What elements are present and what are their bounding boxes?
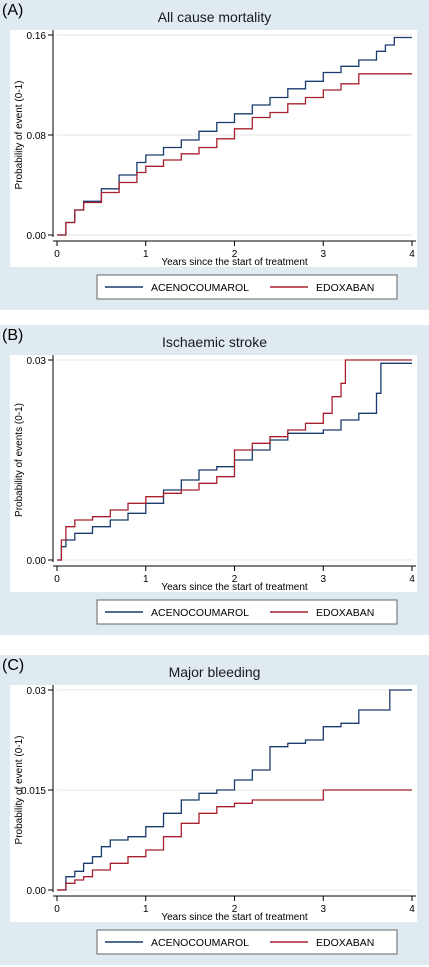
plot-background [10, 685, 417, 922]
legend-label: EDOXABAN [316, 282, 374, 294]
legend-box [96, 929, 398, 955]
x-tick-label: 1 [143, 574, 149, 585]
legend-box [96, 599, 398, 625]
series-line-acenocoumarol [57, 689, 412, 891]
y-tick-label: 0.08 [27, 131, 47, 142]
panel-letter: (B) [2, 327, 24, 344]
y-tick-label: 0.03 [27, 686, 47, 697]
x-tick-label: 3 [320, 249, 326, 260]
x-tick-label: 0 [54, 904, 60, 915]
x-axis-label: Years since the start of treatment [161, 257, 308, 268]
panel-b: 0.00 0.03 0 1 2 3 4 Ischaemic stroke Years since… [0, 325, 429, 635]
chart-svg: 0.00 0.08 0.16 0 1 2 3 4 All cause mortality Year… [0, 0, 429, 310]
x-tick-label: 4 [409, 574, 415, 585]
panel-c: 0.00 0.015 0.03 0 1 2 3 4 Major bleeding Years si… [0, 655, 429, 965]
x-tick-label: 2 [232, 904, 238, 915]
legend-label: ACENOCOUMAROL [151, 937, 249, 949]
panel-a: 0.00 0.08 0.16 0 1 2 3 4 All cause mortality Year… [0, 0, 429, 310]
y-axis-label: Probability of event (0-1) [14, 736, 25, 845]
x-tick-label: 2 [232, 574, 238, 585]
plot-background [10, 30, 417, 267]
x-tick-label: 1 [143, 904, 149, 915]
x-tick-label: 4 [409, 249, 415, 260]
x-tick-label: 4 [409, 904, 415, 915]
legend-label: ACENOCOUMAROL [151, 282, 249, 294]
x-axis-label: Years since the start of treatment [161, 912, 308, 923]
chart-svg: 0.00 0.015 0.03 0 1 2 3 4 Major bleeding Years si… [0, 655, 429, 965]
y-tick-label: 0.16 [27, 31, 47, 42]
x-tick-label: 3 [320, 574, 326, 585]
y-tick-label: 0.03 [27, 356, 47, 367]
x-axis-label: Years since the start of treatment [161, 582, 308, 593]
panel-letter: (C) [2, 657, 25, 674]
chart-title: All cause mortality [158, 9, 272, 25]
x-tick-label: 1 [143, 249, 149, 260]
y-axis-label: Probability of events (0-1) [14, 403, 25, 517]
y-tick-label: 0.00 [27, 886, 47, 897]
y-tick-label: 0.00 [27, 556, 47, 567]
series-line-edoxaban [57, 359, 412, 561]
legend-label: ACENOCOUMAROL [151, 607, 249, 619]
x-tick-label: 0 [54, 574, 60, 585]
y-tick-label: 0.00 [27, 231, 47, 242]
legend-label: EDOXABAN [316, 937, 374, 949]
chart-svg: 0.00 0.03 0 1 2 3 4 Ischaemic stroke Years since… [0, 325, 429, 635]
legend-label: EDOXABAN [316, 607, 374, 619]
legend-box [96, 274, 398, 300]
chart-title: Ischaemic stroke [162, 334, 267, 350]
x-tick-label: 3 [320, 904, 326, 915]
series-line-edoxaban [57, 73, 412, 236]
y-tick-label: 0.015 [21, 786, 46, 797]
series-line-acenocoumarol [57, 362, 412, 561]
x-tick-label: 0 [54, 249, 60, 260]
y-axis-label: Probability of event (0-1) [14, 81, 25, 190]
plot-background [10, 355, 417, 592]
panel-letter: (A) [2, 2, 24, 19]
x-tick-label: 2 [232, 249, 238, 260]
chart-title: Major bleeding [169, 664, 261, 680]
series-line-edoxaban [57, 789, 412, 891]
